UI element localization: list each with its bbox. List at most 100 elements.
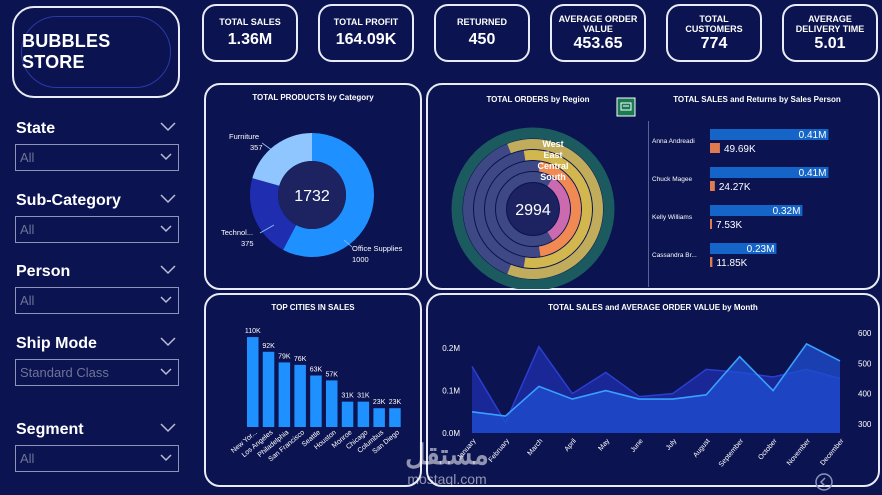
leader-line <box>343 239 353 248</box>
panel-title: TOTAL ORDERS by Region <box>486 95 590 104</box>
chevron-down-icon[interactable] <box>160 194 176 204</box>
chevron-down-icon <box>160 296 172 304</box>
kpi-value: 453.65 <box>573 34 623 52</box>
chevron-down-icon <box>160 454 172 462</box>
returns-value-label: 49.69K <box>724 144 756 155</box>
left-axis-tick: 0.2M <box>442 344 460 353</box>
leader-line <box>259 224 275 234</box>
kpi-returned: RETURNED 450 <box>434 4 530 62</box>
city-bar[interactable] <box>326 380 338 427</box>
slice-value-office-supplies: 1000 <box>352 255 369 264</box>
person-dropdown[interactable]: All <box>15 287 179 314</box>
city-value-label: 57K <box>326 371 339 378</box>
city-bar[interactable] <box>278 362 291 427</box>
sub-category-dropdown[interactable]: All <box>15 216 179 243</box>
slice-value-furniture: 357 <box>250 143 263 152</box>
filter-title-state: State <box>16 120 56 137</box>
slice-value-technology: 375 <box>241 239 254 248</box>
kpi-value: 1.36M <box>227 31 273 48</box>
radial-total: 2994 <box>515 202 551 219</box>
kpi-total-sales: TOTAL SALES 1.36M <box>202 4 298 62</box>
kpi-total-customers: TOTAL CUSTOMERS 774 <box>666 4 762 62</box>
state-dropdown[interactable]: All <box>15 144 179 171</box>
city-bar[interactable] <box>357 401 370 427</box>
comment-icon[interactable] <box>616 97 636 117</box>
city-bar[interactable] <box>310 375 322 427</box>
watermark-logo: مستقل mostaql.com <box>405 439 489 487</box>
kpi-label: TOTAL CUSTOMERS <box>685 13 743 34</box>
radial-track <box>451 127 615 289</box>
city-bar[interactable] <box>294 364 306 427</box>
filter-title-sub-category: Sub-Category <box>16 192 121 209</box>
salesperson-name: Kelly Williams <box>652 214 693 221</box>
city-bar[interactable] <box>373 408 385 427</box>
kpi-value: 164.09K <box>335 31 397 48</box>
city-value-label: 79K <box>278 353 291 360</box>
kpi-value: 5.01 <box>814 34 846 52</box>
returns-bar[interactable] <box>710 143 720 153</box>
products-by-category-panel: TOTAL PRODUCTS by Category 1732 Furnitur… <box>204 83 422 290</box>
kpi-total-profit: TOTAL PROFIT 164.09K <box>318 4 414 62</box>
donut-slice[interactable] <box>250 178 297 250</box>
returns-value-label: 24.27K <box>719 182 751 193</box>
panel-title: TOTAL SALES and Returns by Sales Person <box>673 95 841 104</box>
month-label: December <box>819 437 846 467</box>
donut-slice[interactable] <box>252 133 312 186</box>
sales-value-label: 0.41M <box>799 130 827 141</box>
kpi-label: TOTAL SALES <box>219 17 281 27</box>
month-label: November <box>786 437 813 467</box>
region-label: Central <box>537 161 568 171</box>
right-axis-tick: 600 <box>858 329 872 338</box>
chevron-down-icon <box>160 225 172 233</box>
donut-slice[interactable] <box>283 133 374 257</box>
city-bar[interactable] <box>247 337 259 427</box>
state-dropdown-value: All <box>20 150 35 165</box>
region-label: West <box>542 139 563 149</box>
month-label: May <box>597 437 611 452</box>
donut-total: 1732 <box>294 188 330 205</box>
returns-bar[interactable] <box>710 257 713 267</box>
sales-bar[interactable] <box>710 129 829 140</box>
city-value-label: 31K <box>341 393 354 400</box>
returns-value-label: 7.53K <box>716 220 742 231</box>
kpi-label: TOTAL PROFIT <box>333 17 399 27</box>
chevron-down-icon[interactable] <box>160 265 176 275</box>
sales-bar[interactable] <box>710 205 803 216</box>
kpi-value: 774 <box>700 34 728 52</box>
sales-bar[interactable] <box>710 167 829 178</box>
chevron-down-icon[interactable] <box>160 423 176 433</box>
segment-dropdown[interactable]: All <box>15 445 179 472</box>
region-arc[interactable] <box>526 161 588 262</box>
back-arrow-icon[interactable] <box>814 472 834 492</box>
chevron-down-icon[interactable] <box>160 337 176 347</box>
returns-bar[interactable] <box>710 181 715 191</box>
sub-category-dropdown-value: All <box>20 222 35 237</box>
month-label: July <box>665 437 679 451</box>
svg-text:mostaql.com: mostaql.com <box>407 471 486 487</box>
store-logo-card: BUBBLES STORE <box>12 6 180 98</box>
sales-line <box>471 342 841 417</box>
region-arc[interactable] <box>506 141 601 270</box>
kpi-value: 450 <box>468 31 496 48</box>
city-bar[interactable] <box>341 401 354 427</box>
city-bar[interactable] <box>389 408 401 427</box>
region-label: South <box>540 172 566 182</box>
month-label: April <box>564 437 579 453</box>
kpi-label: RETURNED <box>456 17 507 27</box>
city-bar[interactable] <box>262 351 275 427</box>
salesperson-bar-chart: Anna Andreadi 0.41M 49.69K Chuck Magee 0.41M… <box>652 129 829 269</box>
axis-divider <box>648 121 649 287</box>
chevron-down-icon[interactable] <box>160 122 176 132</box>
kpi-label: AVERAGE ORDER VALUE <box>558 13 638 34</box>
returns-bar[interactable] <box>710 219 712 229</box>
region-arc[interactable] <box>525 177 585 242</box>
products-donut-chart: 1732 Furniture 357 Technol... 375 Office… <box>221 132 403 264</box>
month-label: March <box>527 438 545 457</box>
store-logo-badge: BUBBLES STORE <box>21 16 171 88</box>
sales-bar[interactable] <box>710 243 777 254</box>
leader-line <box>261 142 277 154</box>
ship-mode-dropdown[interactable]: Standard Class <box>15 359 179 386</box>
panel-title: TOTAL SALES and AVERAGE ORDER VALUE by M… <box>548 303 758 312</box>
